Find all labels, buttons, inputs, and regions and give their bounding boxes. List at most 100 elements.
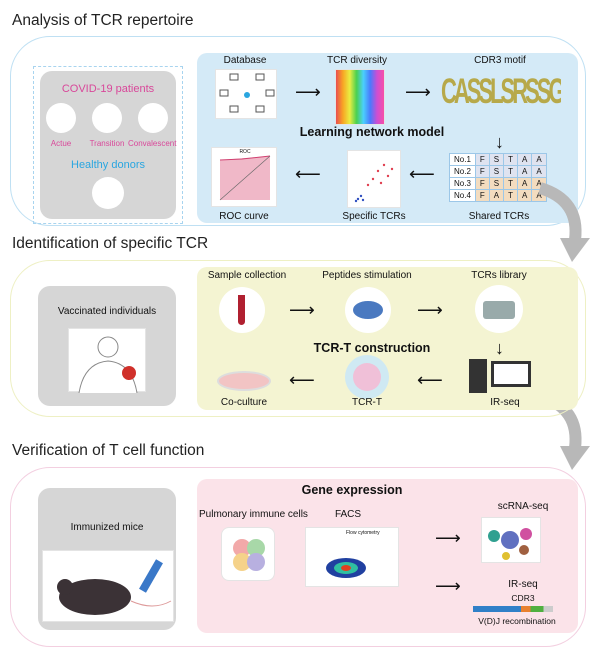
arrow-right-icon: ⟶ [435, 528, 461, 548]
cell: A [517, 153, 533, 166]
table-row: No.1 F S T A A [449, 153, 547, 166]
coculture-label: Co-culture [220, 397, 268, 408]
mice-label: Immunized mice [70, 522, 144, 533]
center-label: TCR-T construction [313, 341, 431, 355]
roc-label: ROC curve [219, 211, 269, 222]
row-label: No.1 [449, 153, 476, 166]
section3-title: Verification of T cell function [12, 442, 205, 459]
cohort-panel: COVID-19 patients Actue Transition Conva… [40, 71, 176, 219]
pulmonary-label: Pulmonary immune cells [199, 509, 308, 520]
tcrt-cells-icon [345, 355, 389, 399]
cell: T [503, 165, 519, 178]
tcrt-panel: Sample collection ⟶ Peptides stimulation… [197, 267, 578, 410]
scrna-label: scRNA-seq [497, 501, 549, 512]
section2-title: Identification of specific TCR [12, 235, 209, 252]
table-row: No.2 F S T A A [449, 165, 547, 178]
peptides-label: Peptides stimulation [322, 270, 412, 281]
scrna-umap-plot [481, 517, 541, 563]
vaccinated-panel: Vaccinated individuals [38, 286, 176, 406]
arrow-right-icon: ⟶ [435, 576, 461, 596]
arrow-right-icon: ⟶ [289, 300, 315, 320]
facs-plot: Flow cytometry [305, 527, 399, 587]
cell: A [531, 153, 547, 166]
section2-frame [10, 260, 586, 417]
cell: F [474, 165, 490, 178]
row-label: No.4 [449, 189, 476, 202]
shared-label: Shared TCRs [468, 211, 530, 222]
cohort-box [33, 66, 183, 224]
cell: T [503, 189, 519, 202]
row-label: No.3 [449, 177, 476, 190]
arrow-left-icon: ⟵ [295, 164, 321, 184]
cdr3-sequence-logo: CASSLSRSSGGNSLFF [441, 71, 561, 111]
arrow-down-icon: ↓ [495, 338, 504, 358]
section1-frame [10, 36, 586, 226]
library-label: TCRs library [471, 270, 527, 281]
facs-label: FACS [334, 509, 362, 520]
stage-convalescent: Convalescent [128, 139, 177, 148]
model-label: Learning network model [299, 125, 445, 139]
blood-tube-icon [219, 287, 265, 333]
arrow-right-icon: ⟶ [405, 82, 431, 102]
cell: F [474, 189, 490, 202]
arrow-left-icon: ⟵ [417, 370, 443, 390]
specific-label: Specific TCRs [342, 211, 406, 222]
coculture-dish-icon [217, 371, 271, 391]
database-network-icon [215, 69, 277, 119]
cell: A [531, 165, 547, 178]
cdr3-label: CDR3 [511, 593, 535, 603]
gene-panel: Gene expression Pulmonary immune cells F… [197, 479, 578, 633]
specific-tcrs-scatter [347, 150, 401, 208]
cell: T [503, 153, 519, 166]
convalescent-patient-icon [138, 103, 168, 133]
cell: S [488, 165, 505, 178]
cell: A [488, 189, 505, 202]
roc-curve-plot: ROC [211, 147, 277, 207]
vaccinated-label: Vaccinated individuals [57, 306, 157, 317]
immune-cells-icon [221, 527, 275, 581]
cell: A [517, 189, 533, 202]
arrow-down-icon: ↓ [495, 132, 504, 152]
sequencer-icon [475, 285, 523, 333]
motif-label: CDR3 motif [474, 55, 526, 66]
healthy-label: Healthy donors [71, 159, 145, 171]
runner-icon [92, 177, 124, 209]
row-label: No.2 [449, 165, 476, 178]
stage-transition: Transition [89, 139, 125, 148]
irseq-label: IR-seq [508, 579, 538, 590]
cell: S [488, 153, 505, 166]
covid-label: COVID-19 patients [61, 83, 155, 95]
cell: F [474, 177, 490, 190]
irseq-label: IR-seq [490, 397, 520, 408]
mouse-injection-illustration [42, 550, 174, 622]
cell: F [474, 153, 490, 166]
mice-panel: Immunized mice [38, 488, 176, 630]
database-label: Database [223, 55, 267, 66]
section1-title: Analysis of TCR repertoire [12, 12, 194, 29]
table-row: No.3 F S T A A [449, 177, 547, 190]
curved-arrow-icon [538, 182, 590, 262]
computer-icon [469, 359, 533, 395]
arrow-right-icon: ⟶ [417, 300, 443, 320]
acute-patient-icon [46, 103, 76, 133]
arrow-left-icon: ⟵ [409, 164, 435, 184]
analysis-panel: Database ⟶ TCR diversity ⟶ CDR3 motif CA… [197, 53, 578, 223]
cell: S [488, 177, 505, 190]
peptide-dish-icon [345, 287, 391, 333]
transition-patient-icon [92, 103, 122, 133]
vdj-gene-bar [473, 606, 553, 612]
section3-frame [10, 467, 586, 647]
roc-title: ROC [239, 149, 251, 155]
arrow-right-icon: ⟶ [295, 82, 321, 102]
cell: T [503, 177, 519, 190]
diversity-label: TCR diversity [327, 55, 388, 66]
vaccination-illustration [68, 328, 146, 394]
cell: A [517, 177, 533, 190]
vdj-label: V(D)J recombination [478, 616, 556, 626]
sample-label: Sample collection [207, 270, 287, 281]
arrow-left-icon: ⟵ [289, 370, 315, 390]
tcrt-label: TCR-T [352, 397, 382, 408]
diversity-3d-plot [335, 69, 385, 125]
facs-title: Flow cytometry [346, 530, 380, 536]
stage-acute: Actue [50, 139, 72, 148]
